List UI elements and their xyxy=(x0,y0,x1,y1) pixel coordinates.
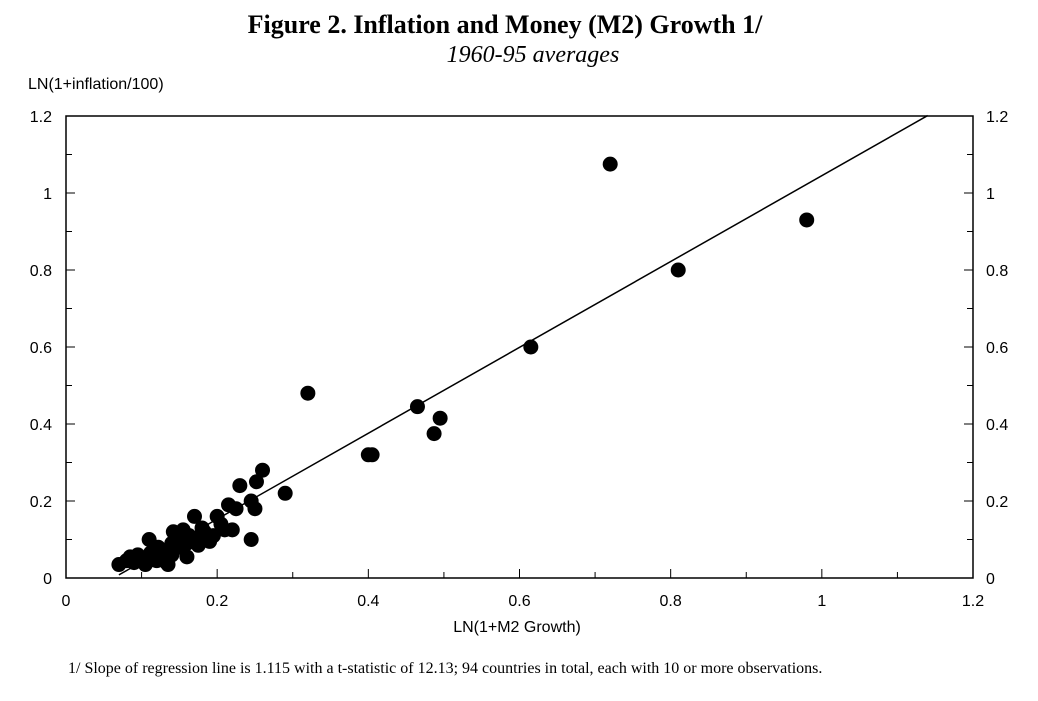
x-tick-label: 1 xyxy=(817,593,826,610)
data-point xyxy=(255,462,271,478)
chart-title: Figure 2. Inflation and Money (M2) Growt… xyxy=(247,10,763,39)
y-axis-label: LN(1+inflation/100) xyxy=(28,76,164,93)
x-tick-label: 0 xyxy=(62,593,71,610)
y-tick-label-right: 1 xyxy=(986,186,995,203)
y-tick-label-left: 1 xyxy=(43,186,52,203)
data-point xyxy=(224,522,240,538)
data-point xyxy=(232,478,248,494)
x-axis-label: LN(1+M2 Growth) xyxy=(453,619,581,636)
data-point xyxy=(205,528,221,544)
data-point xyxy=(300,385,316,401)
y-tick-label-left: 1.2 xyxy=(30,109,52,126)
data-point xyxy=(432,410,448,426)
data-point xyxy=(190,537,206,553)
data-point xyxy=(277,485,293,501)
data-point xyxy=(602,156,618,172)
data-point xyxy=(409,399,425,415)
y-tick-label-left: 0.2 xyxy=(30,494,52,511)
y-tick-label-left: 0.8 xyxy=(30,263,52,280)
x-tick-label: 1.2 xyxy=(962,593,984,610)
y-tick-label-right: 0.2 xyxy=(986,494,1008,511)
data-point xyxy=(670,262,686,278)
data-point xyxy=(228,501,244,517)
y-tick-label-right: 0.6 xyxy=(986,340,1008,357)
y-tick-label-right: 0 xyxy=(986,571,995,588)
x-tick-label: 0.6 xyxy=(508,593,530,610)
y-tick-label-right: 0.8 xyxy=(986,263,1008,280)
data-point xyxy=(799,212,815,228)
y-tick-label-left: 0.6 xyxy=(30,340,52,357)
x-tick-label: 0.2 xyxy=(206,593,228,610)
data-point xyxy=(523,339,539,355)
footnote: 1/ Slope of regression line is 1.115 wit… xyxy=(68,660,823,677)
data-point xyxy=(248,474,264,490)
data-point xyxy=(179,549,195,565)
data-point xyxy=(243,532,259,547)
x-tick-label: 0.4 xyxy=(357,593,379,610)
y-tick-label-left: 0 xyxy=(43,571,52,588)
data-point xyxy=(186,508,202,524)
data-point xyxy=(137,557,153,573)
x-tick-label: 0.8 xyxy=(660,593,682,610)
data-point xyxy=(364,447,380,463)
y-tick-label-right: 0.4 xyxy=(986,417,1008,434)
y-tick-label-left: 0.4 xyxy=(30,417,52,434)
data-point xyxy=(426,426,442,442)
y-tick-label-right: 1.2 xyxy=(986,109,1008,126)
data-point xyxy=(247,501,263,517)
chart-subtitle: 1960-95 averages xyxy=(446,42,620,68)
